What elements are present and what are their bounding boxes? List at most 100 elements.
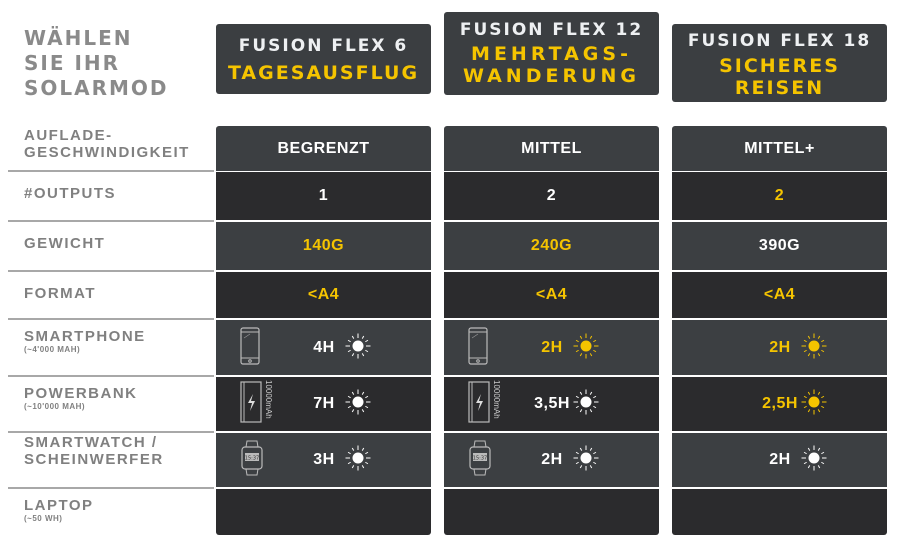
- sun-icon: [573, 389, 599, 419]
- cell-fusion-flex-18-row-4: <A4: [672, 272, 887, 318]
- cell-fusion-flex-18-row-1: MITTEL+: [672, 126, 887, 171]
- cell-value: 1: [318, 187, 329, 204]
- cell-value: 2H: [769, 338, 791, 356]
- row-label: POWERBANK (~10'000 MAH): [24, 385, 138, 412]
- page-title: WÄHLEN SIE IHR SOLARMOD: [24, 26, 169, 101]
- cell-fusion-flex-6-row-3: 140G: [216, 222, 431, 270]
- cell-fusion-flex-12-row-6: 3,5H 10000mAh: [444, 377, 659, 431]
- row-divider: [8, 270, 214, 272]
- cell-fusion-flex-18-row-7: 2H: [672, 433, 887, 487]
- cell-fusion-flex-12-row-2: 2: [444, 172, 659, 220]
- cell-value: 2H: [541, 338, 563, 356]
- row-label: FORMAT: [24, 285, 96, 302]
- cell-value: 2: [774, 187, 785, 204]
- use-case: REISEN: [734, 77, 825, 99]
- row-sublabel: (~50 WH): [24, 514, 63, 523]
- cell-value: MITTEL: [521, 139, 582, 157]
- cell-value: 2,5H: [762, 395, 798, 412]
- cell-value: 390G: [758, 237, 801, 254]
- cell-fusion-flex-12-row-5: 2H: [444, 320, 659, 375]
- row-label-text: POWERBANK: [24, 385, 138, 402]
- row-label: SMARTWATCH / SCHEINWERFER: [24, 434, 164, 468]
- row-label: GEWICHT: [24, 235, 105, 252]
- cell-value: 2H: [769, 451, 791, 468]
- powerbank-capacity-label: 10000mAh: [492, 380, 501, 419]
- row-label: LAPTOP (~50 WH): [24, 497, 94, 524]
- powerbank-icon: 10000mAh: [240, 380, 273, 427]
- cell-fusion-flex-6-row-8: [216, 489, 431, 535]
- product-header-flex-12[interactable]: FUSION FLEX 12 MEHRTAGS- WANDERUNG: [444, 12, 659, 95]
- cell-value: 4H: [313, 338, 335, 356]
- cell-value: BEGRENZT: [277, 139, 370, 157]
- cell-fusion-flex-18-row-6: 2,5H: [672, 377, 887, 431]
- cell-value: 7H: [313, 395, 335, 412]
- smartwatch-icon: 15:37: [468, 440, 492, 480]
- cell-value: 140G: [302, 237, 345, 254]
- row-label-text: SMARTWATCH /: [24, 434, 158, 451]
- cell-fusion-flex-12-row-8: [444, 489, 659, 535]
- model-name: FUSION FLEX 18: [687, 31, 872, 51]
- use-case: TAGESAUSFLUG: [227, 62, 420, 84]
- row-sublabel: (~10'000 MAH): [24, 402, 86, 411]
- cell-fusion-flex-6-row-6: 7H 10000mAh: [216, 377, 431, 431]
- sun-icon: [801, 333, 827, 363]
- powerbank-icon: 10000mAh: [468, 380, 501, 427]
- row-label: AUFLADE- GESCHWINDIGKEIT: [24, 127, 190, 161]
- cell-value: 3,5H: [534, 395, 570, 412]
- cell-fusion-flex-18-row-5: 2H: [672, 320, 887, 375]
- title-line: SIE IHR: [24, 51, 121, 75]
- cell-value: <A4: [307, 286, 340, 303]
- row-sublabel: (~4'000 MAH): [24, 345, 81, 354]
- cell-fusion-flex-6-row-4: <A4: [216, 272, 431, 318]
- row-label-text: #OUTPUTS: [24, 185, 117, 202]
- sun-icon: [801, 389, 827, 419]
- row-label: #OUTPUTS: [24, 185, 116, 202]
- cell-fusion-flex-12-row-1: MITTEL: [444, 126, 659, 171]
- sun-icon: [345, 333, 371, 363]
- sun-icon: [573, 333, 599, 363]
- row-label-text: SCHEINWERFER: [24, 451, 164, 468]
- cell-fusion-flex-6-row-1: BEGRENZT: [216, 126, 431, 171]
- use-case: MEHRTAGS-: [471, 43, 632, 65]
- use-case: WANDERUNG: [462, 65, 640, 87]
- row-label-text: FORMAT: [24, 285, 97, 302]
- cell-fusion-flex-12-row-3: 240G: [444, 222, 659, 270]
- cell-fusion-flex-12-row-4: <A4: [444, 272, 659, 318]
- title-line: SOLARMOD: [24, 76, 169, 100]
- powerbank-capacity-label: 10000mAh: [264, 380, 273, 419]
- row-label-text: AUFLADE-: [24, 127, 113, 144]
- model-name: FUSION FLEX 6: [238, 36, 409, 56]
- svg-text:15:37: 15:37: [245, 456, 259, 462]
- cell-value: 2H: [541, 451, 563, 468]
- model-name: FUSION FLEX 12: [459, 20, 644, 40]
- cell-fusion-flex-12-row-7: 2H 15:37: [444, 433, 659, 487]
- cell-value: MITTEL+: [744, 139, 815, 157]
- title-line: WÄHLEN: [24, 26, 133, 50]
- sun-icon: [345, 389, 371, 419]
- cell-fusion-flex-6-row-7: 3H 15:37: [216, 433, 431, 487]
- cell-fusion-flex-6-row-2: 1: [216, 172, 431, 220]
- cell-fusion-flex-18-row-8: [672, 489, 887, 535]
- sun-icon: [801, 445, 827, 475]
- cell-value: <A4: [763, 286, 796, 303]
- cell-value: 3H: [313, 451, 335, 468]
- sun-icon: [573, 445, 599, 475]
- cell-value: 2: [546, 187, 557, 204]
- smartwatch-icon: 15:37: [240, 440, 264, 480]
- phone-icon: [240, 326, 260, 369]
- cell-fusion-flex-6-row-5: 4H: [216, 320, 431, 375]
- svg-text:15:37: 15:37: [473, 456, 487, 462]
- row-divider: [8, 487, 214, 489]
- row-label: SMARTPHONE (~4'000 MAH): [24, 328, 146, 355]
- row-label-text: SMARTPHONE: [24, 328, 146, 345]
- product-header-flex-18[interactable]: FUSION FLEX 18 SICHERES REISEN: [672, 24, 887, 102]
- cell-fusion-flex-18-row-3: 390G: [672, 222, 887, 270]
- cell-value: <A4: [535, 286, 568, 303]
- phone-icon: [468, 326, 488, 369]
- row-divider: [8, 431, 214, 433]
- product-header-flex-6[interactable]: FUSION FLEX 6 TAGESAUSFLUG: [216, 24, 431, 94]
- row-label-text: LAPTOP: [24, 497, 94, 514]
- cell-fusion-flex-18-row-2: 2: [672, 172, 887, 220]
- sun-icon: [345, 445, 371, 475]
- row-divider: [8, 375, 214, 377]
